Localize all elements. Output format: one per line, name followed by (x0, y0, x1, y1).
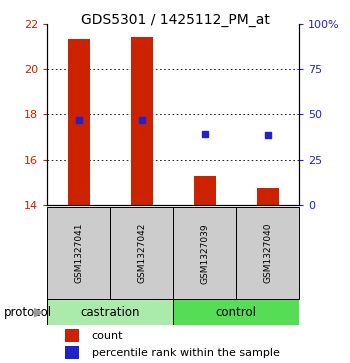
Text: GDS5301 / 1425112_PM_at: GDS5301 / 1425112_PM_at (80, 13, 270, 27)
Text: control: control (216, 306, 257, 319)
Bar (110, 207, 173, 299)
Text: count: count (92, 331, 123, 341)
Text: GSM1327042: GSM1327042 (137, 223, 146, 284)
Bar (173, 207, 236, 299)
Bar (65, 346, 79, 359)
Bar (47, 207, 110, 299)
Bar (65, 329, 79, 342)
Bar (173, 299, 299, 325)
Bar (68, 40, 90, 205)
Text: GSM1327040: GSM1327040 (263, 223, 272, 284)
Text: ▶: ▶ (34, 306, 43, 319)
Bar (257, 188, 279, 205)
Text: percentile rank within the sample: percentile rank within the sample (92, 348, 279, 358)
Bar (47, 299, 173, 325)
Bar (131, 37, 153, 205)
Text: GSM1327041: GSM1327041 (74, 223, 83, 284)
Bar (194, 176, 216, 205)
Bar (236, 207, 299, 299)
Text: castration: castration (80, 306, 140, 319)
Text: GSM1327039: GSM1327039 (200, 223, 209, 284)
Text: protocol: protocol (4, 306, 52, 319)
